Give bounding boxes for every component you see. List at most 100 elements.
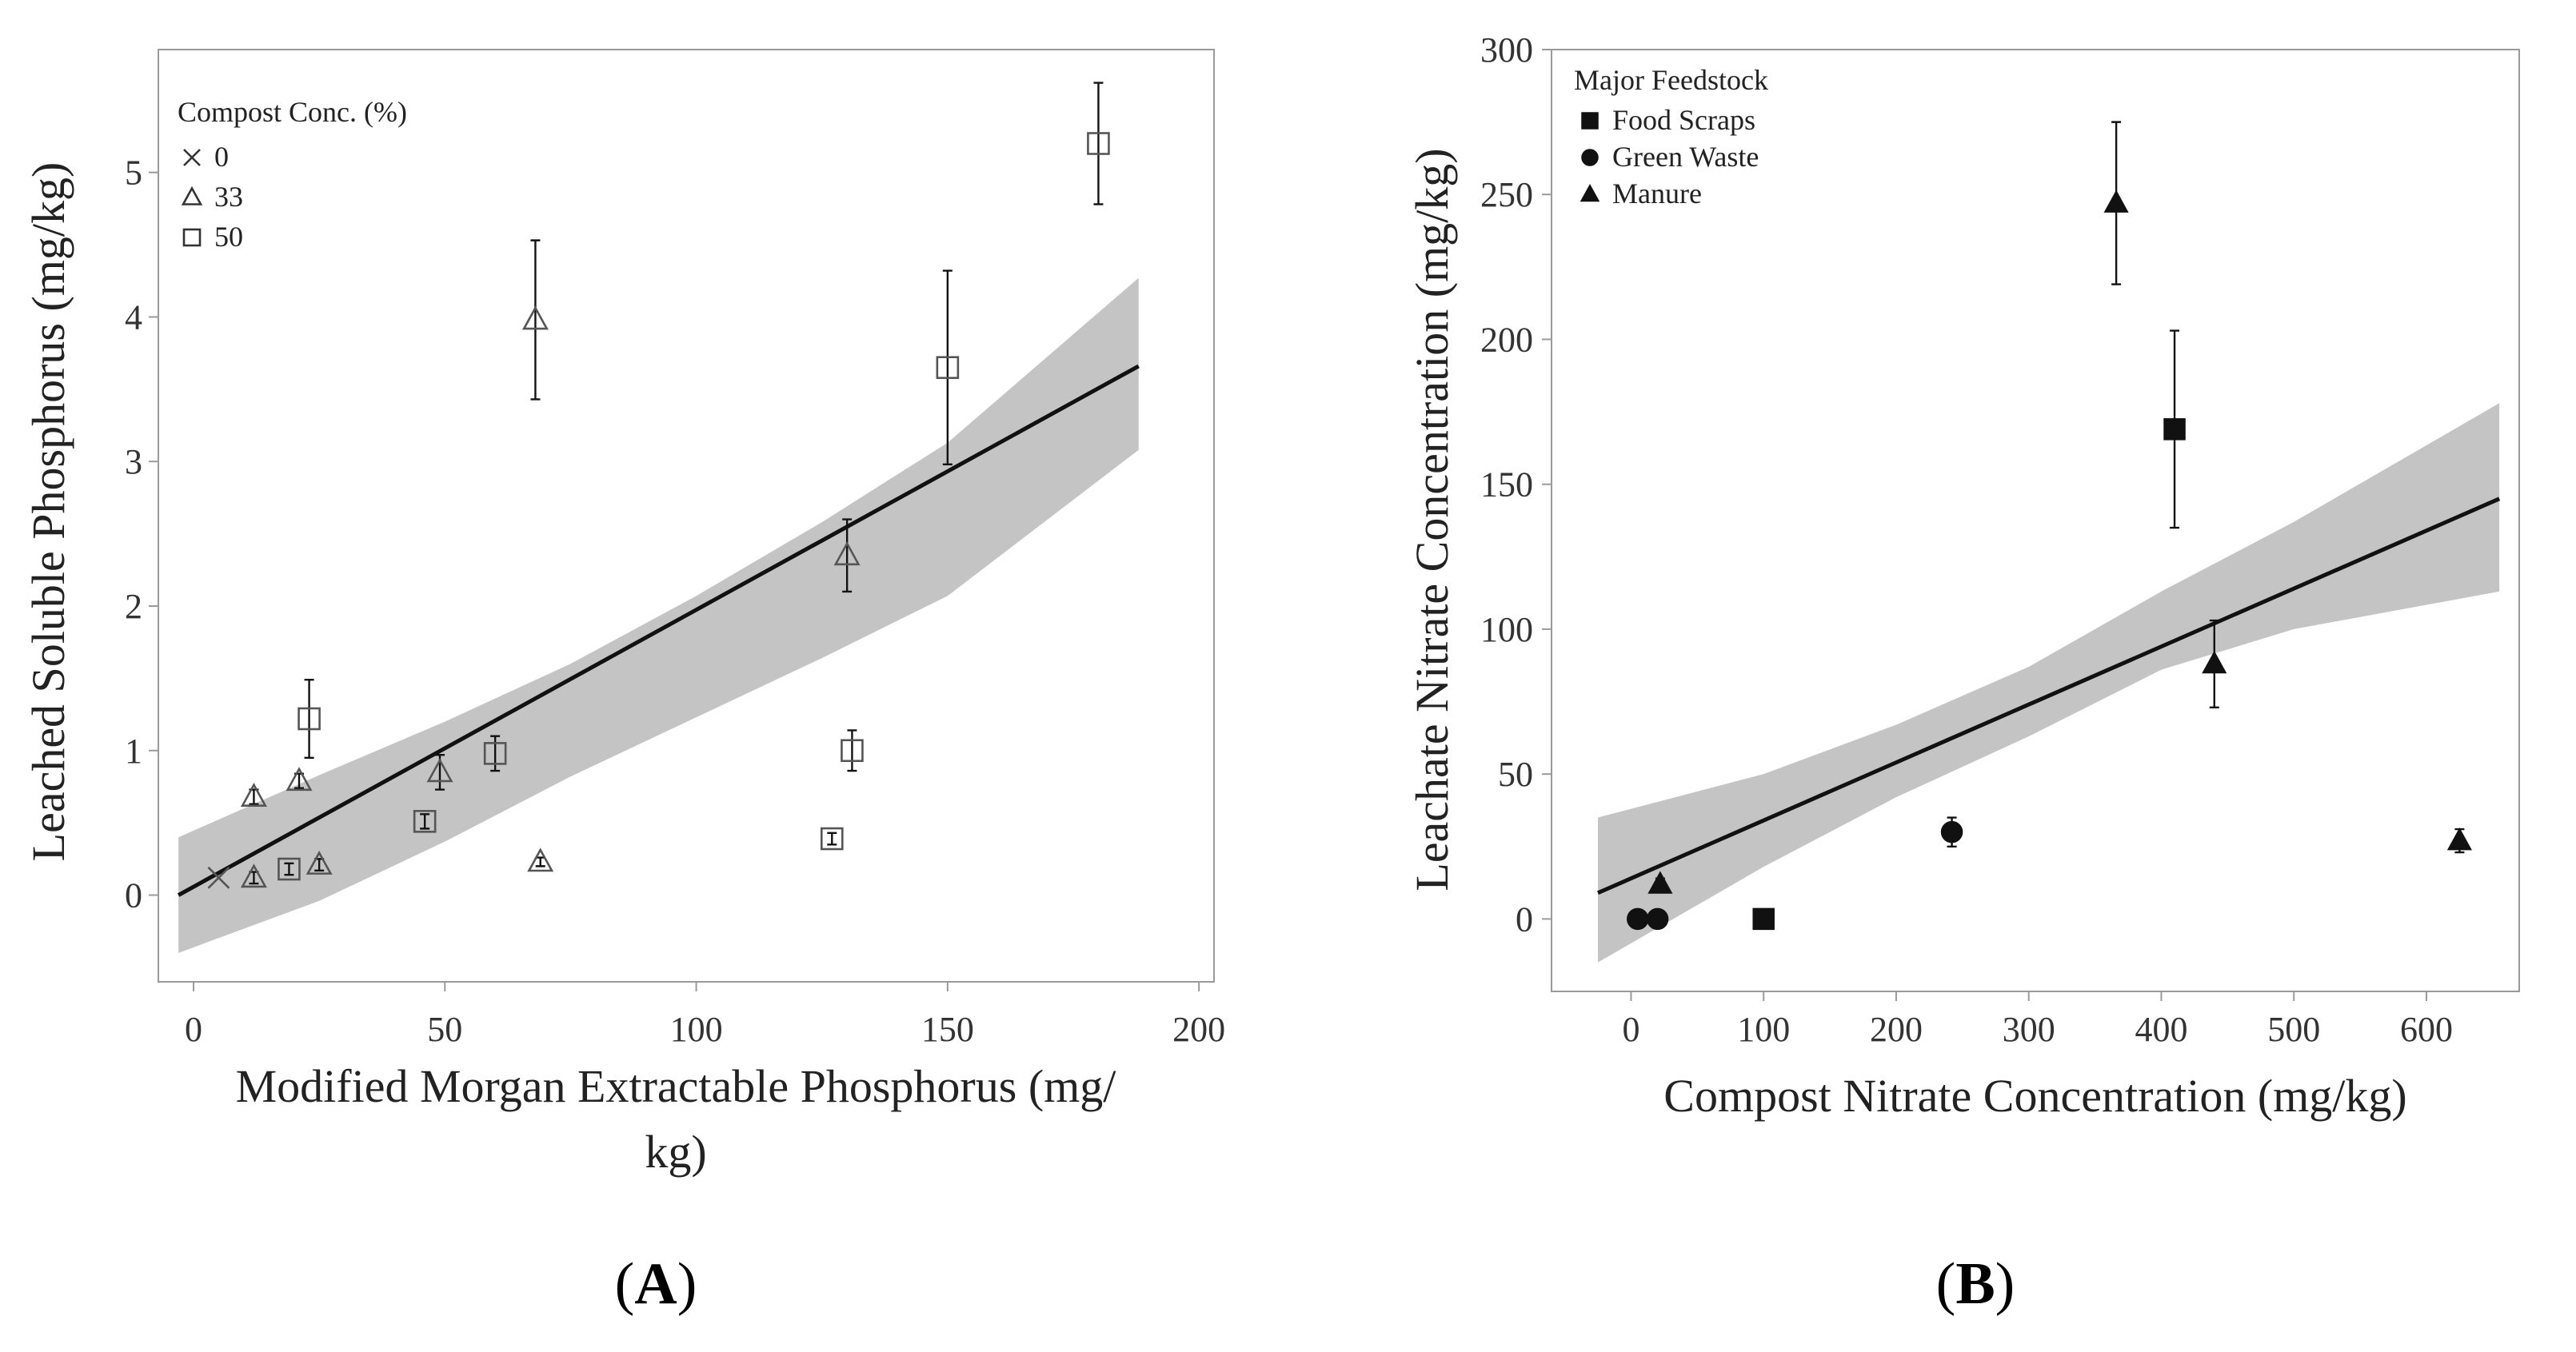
panel-a-point-1-0 [240,782,267,807]
panel-a-error-bar-1-7 [842,518,853,593]
panel-a-error-bar-1-6 [535,856,545,867]
panel-a-label-letter: A [634,1251,677,1317]
panel-a-chart: 0 50 100 150 200 0 1 2 3 4 5 Compost Conc. (%) 0 3… [22,49,1225,1317]
panel-b-legend-label-0: Food Scraps [1612,104,1755,136]
panel-a-x-axis-title-line1: Modified Morgan Extractable Phosphorus (… [236,1060,1117,1112]
panel-b-x-tick-label-6: 600 [2400,1010,2453,1049]
panel-b-label-letter: B [1955,1251,1995,1317]
panel-a-point-1-4 [426,758,453,783]
panel-a-point-2-0 [278,857,301,881]
panel-b-chart: 0 100 200 300 400 500 600 0 50 100 150 200 250 300 M… [1406,30,2520,1317]
panel-a-legend: Compost Conc. (%) 0 33 50 [178,96,407,253]
panel-a-point-2-2 [413,810,437,833]
panel-a-y-ticks: 0 1 2 3 4 5 [125,154,158,915]
panel-b-point-1-2 [1940,820,1963,844]
panel-b-x-tick-label-1: 100 [1737,1010,1790,1049]
panel-b-legend-title: Major Feedstock [1574,64,1768,96]
panel-a-point-2-7 [1087,132,1110,155]
panel-a-error-bar-2-2 [420,813,430,830]
panel-a-point-1-7 [833,541,861,566]
panel-a-legend-label-1: 33 [214,181,243,213]
panel-a-legend-title: Compost Conc. (%) [178,96,407,128]
panel-a-y-tick-label-2: 2 [125,587,142,626]
panel-b-legend-label-2: Manure [1612,177,1702,209]
panel-a-point-1-3 [306,850,333,875]
panel-a-markers-layer [207,132,1110,889]
panel-b-markers-layer [1626,189,2472,931]
panel-a-error-bar-2-4 [827,832,837,846]
panel-b-y-tick-label-0: 0 [1516,899,1533,939]
panel-b-y-tick-label-2: 100 [1480,610,1533,649]
panel-b-x-tick-label-3: 300 [2003,1010,2055,1049]
panel-b-point-0-1 [2163,418,2186,441]
panel-b-point-1-1 [1646,907,1669,931]
panel-a-error-bar-2-6 [942,269,953,466]
panel-a-y-tick-label-5: 5 [125,154,142,193]
panel-a-point-0-0 [207,866,230,889]
panel-a-x-tick-label-3: 150 [921,1010,974,1049]
panel-a-y-tick-label-3: 3 [125,442,142,481]
panel-a-legend-label-0: 0 [214,141,229,173]
panel-b-x-tick-label-0: 0 [1622,1010,1639,1049]
panel-b-y-axis-title: Leachate Nitrate Concentration (mg/kg) [1406,148,1458,891]
panel-a-label: (A) [615,1251,697,1317]
panel-a-x-tick-label-2: 100 [670,1010,723,1049]
panel-b-point-2-0 [1647,871,1673,894]
panel-b-y-tick-label-4: 200 [1480,320,1533,359]
panel-b-y-ticks: 0 50 100 150 200 250 300 [1480,30,1552,939]
panel-b-fit-line-layer [1597,497,2501,895]
panel-b-y-tick-label-1: 50 [1498,755,1533,794]
panel-b-y-tick-label-3: 150 [1480,465,1533,505]
panel-a-point-1-1 [240,863,267,888]
panel-b-label-close: ) [1995,1251,2015,1317]
panel-a-error-bars-layer [249,82,1104,885]
panel-a-error-bar-2-1 [304,678,314,759]
panel-a-point-2-5 [841,739,864,763]
panel-b-x-tick-label-2: 200 [1870,1010,1923,1049]
panel-a-legend-marker-0 [183,149,201,166]
panel-b-x-ticks: 0 100 200 300 400 500 600 [1622,991,2453,1049]
panel-b-confidence-band [1598,403,2500,963]
panel-a-x-tick-label-1: 50 [427,1010,462,1049]
panel-a-legend-marker-1 [181,185,203,205]
panel-a-point-1-2 [286,767,313,792]
panel-a-point-2-4 [820,827,844,851]
panel-a-confidence-band-layer [178,277,1139,953]
panel-b-x-tick-label-4: 400 [2135,1010,2187,1049]
panel-a-x-tick-label-0: 0 [185,1010,202,1049]
panel-a-y-tick-label-4: 4 [125,297,142,337]
panel-a-point-1-6 [527,847,554,872]
panel-a-legend-marker-2 [182,228,202,247]
panel-a-error-bar-2-5 [847,729,857,772]
panel-b-fit-line [1597,497,2501,895]
panel-b-legend: Major Feedstock Food Scraps Green Waste Ma… [1574,64,1768,209]
panel-b-label-open: ( [1936,1251,1956,1317]
panel-b-y-tick-label-6: 300 [1480,30,1533,70]
panel-b-legend-marker-0 [1581,112,1599,130]
panel-a-point-1-5 [521,305,549,330]
panel-a-error-bar-2-7 [1093,82,1104,205]
panel-b-confidence-band-layer [1598,403,2500,963]
panel-b-point-2-2 [2202,650,2227,674]
panel-a-label-close: ) [677,1251,697,1317]
panel-a-point-2-3 [483,742,507,765]
panel-a-x-tick-label-4: 200 [1172,1010,1225,1049]
panel-b-plot-frame [1551,49,2520,992]
panel-b-y-tick-label-5: 250 [1480,175,1533,214]
panel-b-x-axis-title: Compost Nitrate Concentration (mg/kg) [1663,1070,2406,1122]
panel-a-fit-line-layer [177,364,1140,897]
panel-a-y-tick-label-0: 0 [125,876,142,915]
panel-a-confidence-band [178,277,1139,953]
panel-a-legend-label-2: 50 [214,221,243,253]
panel-a-fit-line [177,364,1140,897]
panel-a-x-axis-title-line2: kg) [645,1126,706,1178]
panel-b-legend-marker-2 [1580,183,1600,202]
panel-b-point-0-0 [1752,907,1775,931]
panel-b-label: (B) [1936,1251,2015,1317]
panel-b-point-1-0 [1626,907,1649,931]
panel-a-x-ticks: 0 50 100 150 200 [185,982,1225,1049]
panel-a-error-bar-1-5 [530,239,541,401]
panel-a-point-2-1 [298,707,321,731]
panel-b-x-tick-label-5: 500 [2267,1010,2320,1049]
